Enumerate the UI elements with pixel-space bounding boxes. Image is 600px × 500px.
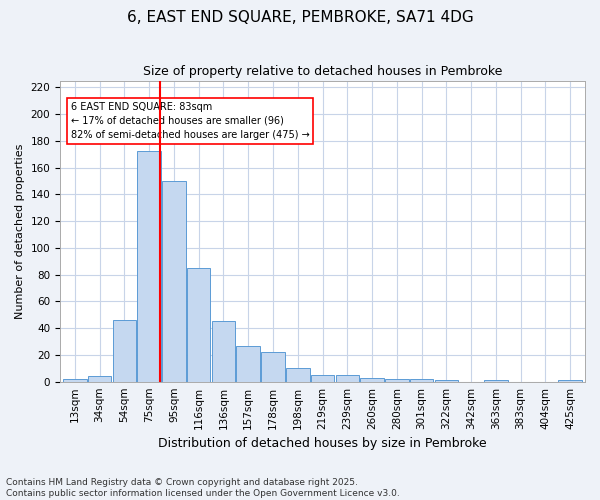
Bar: [434, 380, 458, 382]
Bar: [261, 352, 285, 382]
Bar: [187, 268, 211, 382]
Text: 6, EAST END SQUARE, PEMBROKE, SA71 4DG: 6, EAST END SQUARE, PEMBROKE, SA71 4DG: [127, 10, 473, 25]
Bar: [63, 379, 86, 382]
Bar: [162, 181, 185, 382]
Bar: [137, 152, 161, 382]
X-axis label: Distribution of detached houses by size in Pembroke: Distribution of detached houses by size …: [158, 437, 487, 450]
Bar: [410, 379, 433, 382]
Bar: [88, 376, 112, 382]
Bar: [212, 322, 235, 382]
Bar: [286, 368, 310, 382]
Bar: [236, 346, 260, 382]
Y-axis label: Number of detached properties: Number of detached properties: [15, 144, 25, 319]
Bar: [360, 378, 384, 382]
Bar: [559, 380, 582, 382]
Bar: [385, 379, 409, 382]
Bar: [311, 375, 334, 382]
Bar: [484, 380, 508, 382]
Text: 6 EAST END SQUARE: 83sqm
← 17% of detached houses are smaller (96)
82% of semi-d: 6 EAST END SQUARE: 83sqm ← 17% of detach…: [71, 102, 309, 140]
Bar: [335, 375, 359, 382]
Text: Contains HM Land Registry data © Crown copyright and database right 2025.
Contai: Contains HM Land Registry data © Crown c…: [6, 478, 400, 498]
Bar: [113, 320, 136, 382]
Title: Size of property relative to detached houses in Pembroke: Size of property relative to detached ho…: [143, 65, 502, 78]
